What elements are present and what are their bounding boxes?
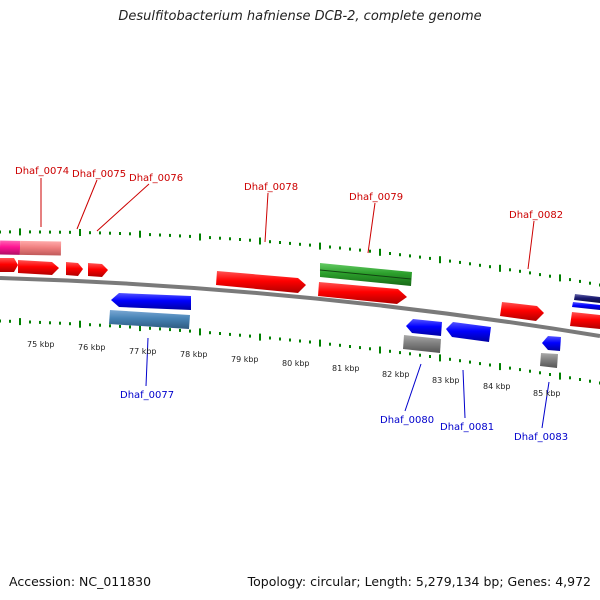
gene-label-group-top: Dhaf_0074 Dhaf_0075 Dhaf_0076 Dhaf_0078 …	[15, 166, 563, 270]
gene-feature-bottom-3[interactable]	[446, 322, 491, 342]
gene-feature-bottom-5[interactable]	[542, 336, 561, 351]
gene-feature-top-2[interactable]	[18, 260, 59, 275]
scale-label-group: 75 kbp 76 kbp 77 kbp 78 kbp 79 kbp 80 kb…	[27, 340, 561, 398]
gene-feature-bottom-1[interactable]	[109, 310, 190, 329]
scale-label: 85 kbp	[533, 389, 561, 398]
leader-line	[527, 220, 535, 270]
scale-label: 77 kbp	[129, 347, 157, 356]
leader-line	[264, 192, 269, 243]
tick-track-bottom	[0, 318, 600, 385]
gene-feature-bottom-6[interactable]	[540, 353, 558, 368]
tick-track-top	[0, 228, 600, 287]
accession-text: Accession: NC_011830	[9, 574, 152, 589]
scale-label: 84 kbp	[483, 382, 511, 391]
gene-label-dhaf-0078[interactable]: Dhaf_0078	[244, 182, 298, 193]
map-title: Desulfitobacterium hafniense DCB-2, comp…	[118, 9, 482, 24]
leader-line	[367, 202, 376, 254]
gene-label-group-bottom: Dhaf_0077 Dhaf_0080 Dhaf_0081 Dhaf_0083	[120, 337, 568, 443]
gene-feature-top-6[interactable]	[319, 263, 412, 286]
gene-feature-top-7[interactable]	[318, 282, 407, 304]
scale-label: 81 kbp	[332, 364, 360, 373]
gene-label-dhaf-0080[interactable]: Dhaf_0080	[380, 415, 434, 426]
gene-feature-top-8[interactable]	[500, 302, 544, 321]
leader-line	[76, 179, 98, 230]
gene-label-dhaf-0077[interactable]: Dhaf_0077	[120, 390, 174, 401]
gene-feature-bottom-2[interactable]	[406, 319, 442, 336]
gene-label-dhaf-0075[interactable]: Dhaf_0075	[72, 169, 126, 180]
scale-label: 82 kbp	[382, 370, 410, 379]
leader-line	[462, 369, 466, 419]
gene-feature-bottom-0[interactable]	[111, 293, 191, 310]
gene-feature-top-5[interactable]	[216, 271, 306, 293]
gene-feature-top-10[interactable]	[572, 302, 600, 310]
gene-feature-top-9[interactable]	[574, 294, 600, 303]
leader-line	[541, 381, 550, 429]
scale-label: 78 kbp	[180, 350, 208, 359]
gene-feature-top-11[interactable]	[570, 312, 600, 329]
gene-feature-top-3[interactable]	[66, 262, 83, 276]
gene-label-dhaf-0082[interactable]: Dhaf_0082	[509, 210, 563, 221]
gene-label-dhaf-0079[interactable]: Dhaf_0079	[349, 192, 403, 203]
gene-label-dhaf-0074[interactable]: Dhaf_0074	[15, 166, 69, 177]
gene-label-dhaf-0081[interactable]: Dhaf_0081	[440, 422, 494, 433]
gene-feature-bottom-4[interactable]	[403, 335, 441, 353]
scale-label: 80 kbp	[282, 359, 310, 368]
gene-label-dhaf-0083[interactable]: Dhaf_0083	[514, 432, 568, 443]
gene-feature-top-4[interactable]	[88, 263, 108, 277]
scale-label: 75 kbp	[27, 340, 55, 349]
gene-feature-top-1[interactable]	[0, 258, 18, 272]
scale-label: 83 kbp	[432, 376, 460, 385]
leader-line	[96, 183, 150, 232]
leader-line	[404, 363, 422, 412]
genome-backbone	[0, 276, 600, 338]
gene-feature-top-0[interactable]	[0, 240, 62, 256]
scale-label: 79 kbp	[231, 355, 259, 364]
leader-line	[145, 337, 149, 387]
gene-label-dhaf-0076[interactable]: Dhaf_0076	[129, 173, 183, 184]
scale-label: 76 kbp	[78, 343, 106, 352]
topology-text: Topology: circular; Length: 5,279,134 bp…	[247, 574, 591, 589]
